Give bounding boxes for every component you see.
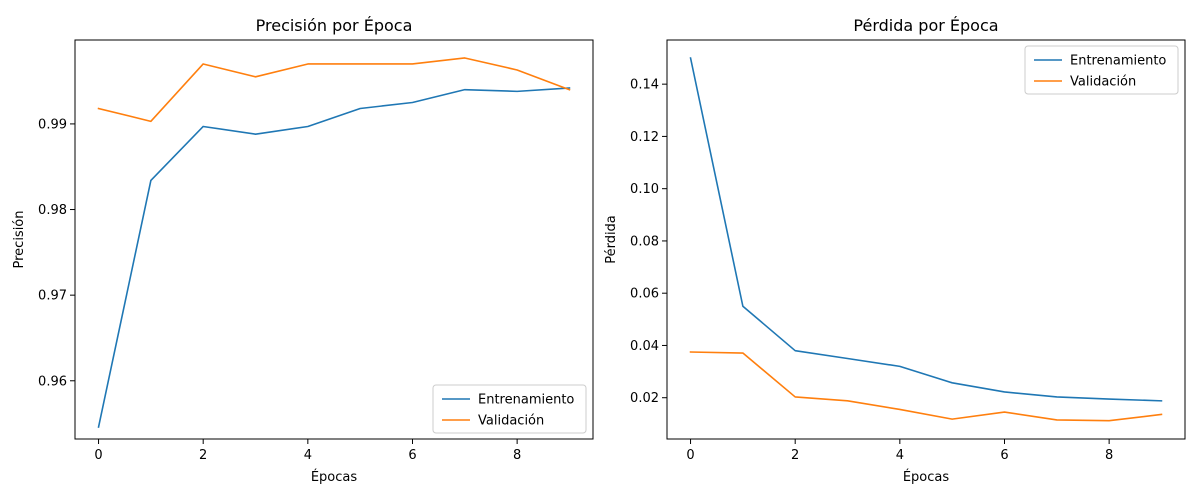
legend: Entrenamiento Validación bbox=[1024, 45, 1179, 95]
legend-entry: Validación bbox=[478, 414, 544, 429]
series-line-entrenamiento bbox=[97, 87, 571, 428]
x-axis-label: Épocas bbox=[903, 469, 950, 485]
y-axis-label: Pérdida bbox=[604, 215, 619, 264]
legend-entry: Entrenamiento bbox=[478, 393, 574, 408]
y-tick-label: 0.12 bbox=[630, 130, 659, 145]
legend-entry: Entrenamiento bbox=[1070, 54, 1166, 69]
x-tick-label: 8 bbox=[1105, 448, 1113, 463]
series-line-validación bbox=[689, 351, 1163, 422]
x-tick-label: 2 bbox=[791, 448, 799, 463]
x-tick-label: 0 bbox=[686, 448, 694, 463]
series-line-validación bbox=[97, 57, 571, 123]
chart-panel-0: Precisión por Época Épocas Precisión 0 2 4 6 8 0… bbox=[12, 16, 594, 485]
y-tick-label: 0.99 bbox=[38, 117, 67, 132]
series-line-entrenamiento bbox=[689, 57, 1163, 402]
y-tick-label: 0.08 bbox=[630, 234, 659, 249]
x-axis-label: Épocas bbox=[311, 469, 358, 485]
chart-title: Pérdida por Época bbox=[853, 16, 998, 35]
plot-frame bbox=[666, 39, 1186, 440]
legend-entry: Validación bbox=[1070, 75, 1136, 90]
legend-box bbox=[432, 384, 587, 434]
x-tick-label: 4 bbox=[304, 448, 312, 463]
y-tick-label: 0.06 bbox=[630, 287, 659, 302]
y-tick-label: 0.14 bbox=[630, 78, 659, 93]
x-tick-label: 0 bbox=[94, 448, 102, 463]
legend-box bbox=[1024, 45, 1179, 95]
x-tick-label: 6 bbox=[408, 448, 416, 463]
legend: Entrenamiento Validación bbox=[432, 384, 587, 434]
x-tick-label: 4 bbox=[896, 448, 904, 463]
chart-panel-1: Pérdida por Época Épocas Pérdida 0 2 4 6 8 0.02 0… bbox=[604, 16, 1186, 485]
chart-title: Precisión por Época bbox=[256, 16, 413, 35]
x-tick-label: 2 bbox=[199, 448, 207, 463]
y-tick-label: 0.98 bbox=[38, 203, 67, 218]
y-tick-label: 0.02 bbox=[630, 391, 659, 406]
plot-frame bbox=[74, 39, 594, 440]
y-tick-label: 0.97 bbox=[38, 289, 67, 304]
y-tick-label: 0.10 bbox=[630, 182, 659, 197]
y-axis-label: Precisión bbox=[12, 210, 27, 268]
y-tick-label: 0.96 bbox=[38, 374, 67, 389]
y-tick-label: 0.04 bbox=[630, 339, 659, 354]
x-tick-label: 8 bbox=[513, 448, 521, 463]
x-tick-label: 6 bbox=[1000, 448, 1008, 463]
